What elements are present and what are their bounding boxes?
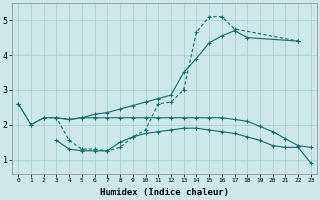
X-axis label: Humidex (Indice chaleur): Humidex (Indice chaleur) <box>100 188 229 197</box>
